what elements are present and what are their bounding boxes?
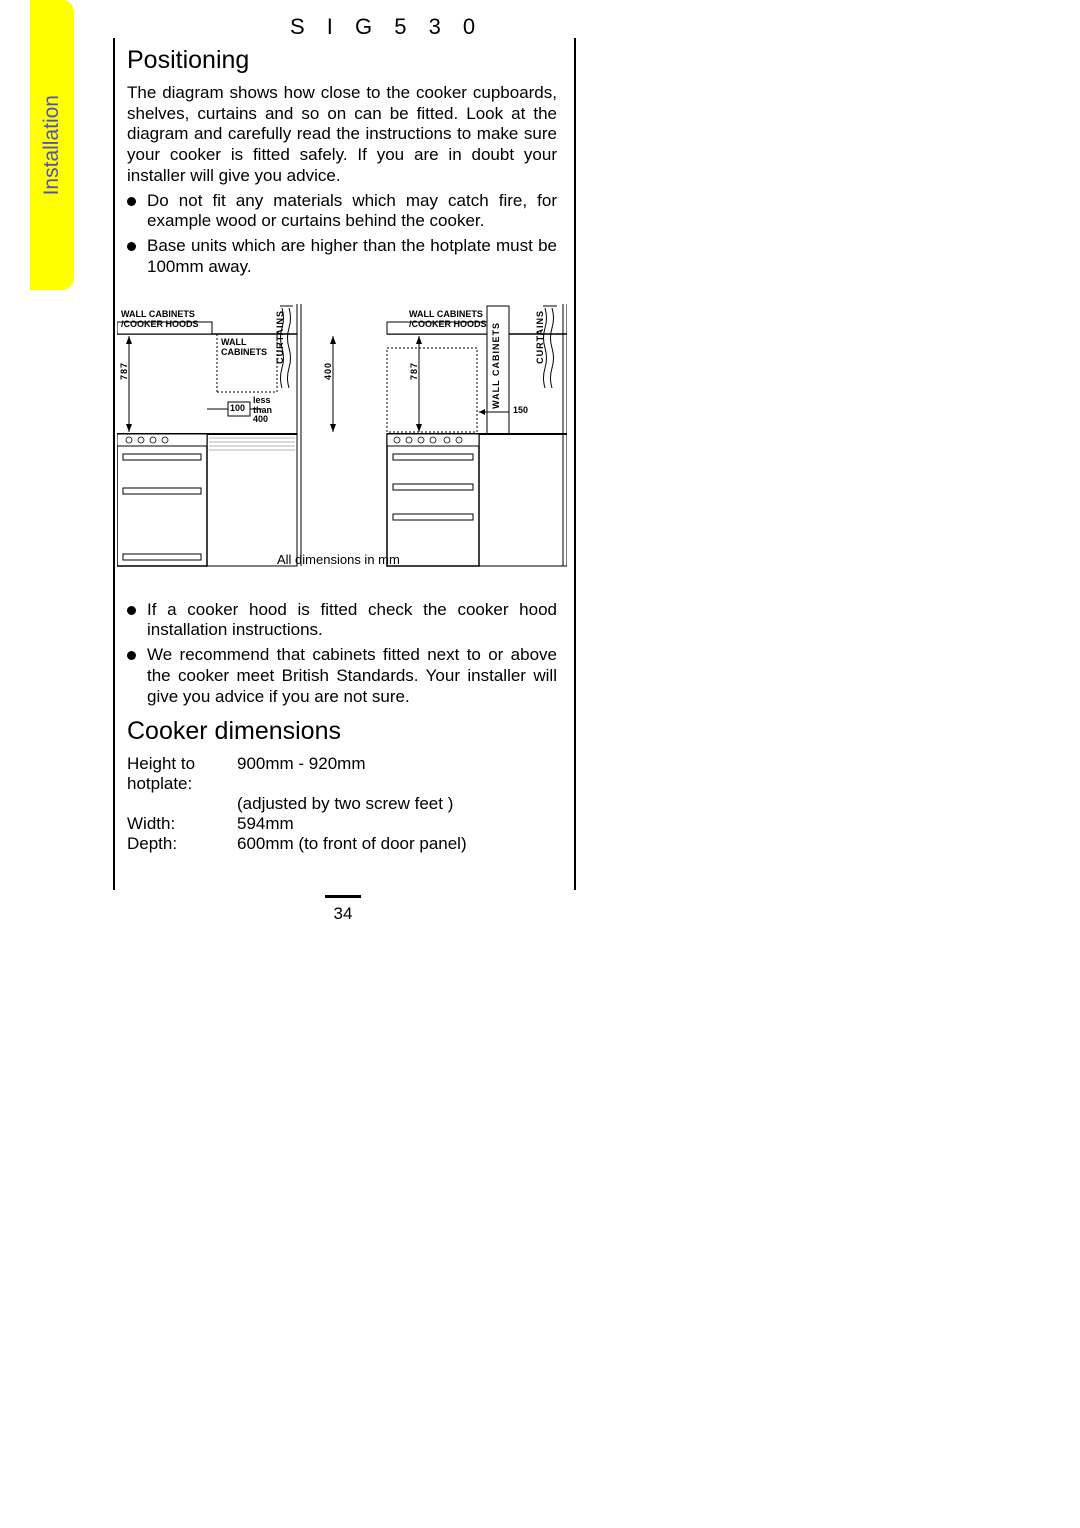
- page-number: 34: [325, 895, 361, 924]
- heading-positioning: Positioning: [127, 46, 557, 75]
- dim-key: Height to hotplate:: [127, 754, 237, 794]
- page-number-value: 34: [325, 904, 361, 924]
- table-row: Depth: 600mm (to front of door panel): [127, 834, 557, 854]
- label-wall-cab-vert: WALL CABINETS: [491, 322, 501, 409]
- dim-val: (adjusted by two screw feet ): [237, 794, 557, 814]
- main-content: Positioning The diagram shows how close …: [127, 46, 557, 854]
- dimensions-table: Height to hotplate: 900mm - 920mm (adjus…: [127, 754, 557, 854]
- label-wall-cab-short: WALL CABINETS: [221, 338, 267, 358]
- dim-val: 900mm - 920mm: [237, 754, 557, 794]
- dim-val: 600mm (to front of door panel): [237, 834, 557, 854]
- diagram-caption: All dimensions in mm: [277, 552, 400, 567]
- label-787-right: 787: [409, 362, 419, 380]
- positioning-intro: The diagram shows how close to the cooke…: [127, 83, 557, 187]
- dim-key: Width:: [127, 814, 237, 834]
- label-400: 400: [323, 362, 333, 380]
- label-wall-cab-hoods-r: WALL CABINETS /COOKER HOODS: [409, 310, 487, 330]
- bullet-item: If a cooker hood is fitted check the coo…: [127, 600, 557, 641]
- column-rule-left: [113, 38, 115, 890]
- label-curtains-right: CURTAINS: [535, 310, 545, 364]
- table-row: (adjusted by two screw feet ): [127, 794, 557, 814]
- table-row: Height to hotplate: 900mm - 920mm: [127, 754, 557, 794]
- side-tab-installation: Installation: [30, 0, 74, 290]
- positioning-bullets-top: Do not fit any materials which may catch…: [127, 191, 557, 278]
- dim-val: 594mm: [237, 814, 557, 834]
- dim-key: Depth:: [127, 834, 237, 854]
- bullet-item: We recommend that cabinets fitted next t…: [127, 645, 557, 707]
- model-number: S I G 5 3 0: [290, 14, 483, 40]
- bullet-item: Do not fit any materials which may catch…: [127, 191, 557, 232]
- heading-dimensions: Cooker dimensions: [127, 717, 557, 746]
- page-number-bar: [325, 895, 361, 898]
- label-100: 100: [230, 404, 245, 414]
- label-150: 150: [513, 406, 528, 416]
- label-wall-cab-hoods: WALL CABINETS /COOKER HOODS: [121, 310, 199, 330]
- label-787-left: 787: [119, 362, 129, 380]
- label-curtains-left: CURTAINS: [275, 310, 285, 364]
- dim-key: [127, 794, 237, 814]
- side-tab-label: Installation: [40, 95, 64, 195]
- positioning-bullets-bottom: If a cooker hood is fitted check the coo…: [127, 600, 557, 708]
- table-row: Width: 594mm: [127, 814, 557, 834]
- bullet-item: Base units which are higher than the hot…: [127, 236, 557, 277]
- clearance-diagram: WALL CABINETS /COOKER HOODS WALL CABINET…: [117, 292, 567, 578]
- column-rule-right: [574, 38, 576, 890]
- label-less-than-400: less than 400: [253, 396, 272, 426]
